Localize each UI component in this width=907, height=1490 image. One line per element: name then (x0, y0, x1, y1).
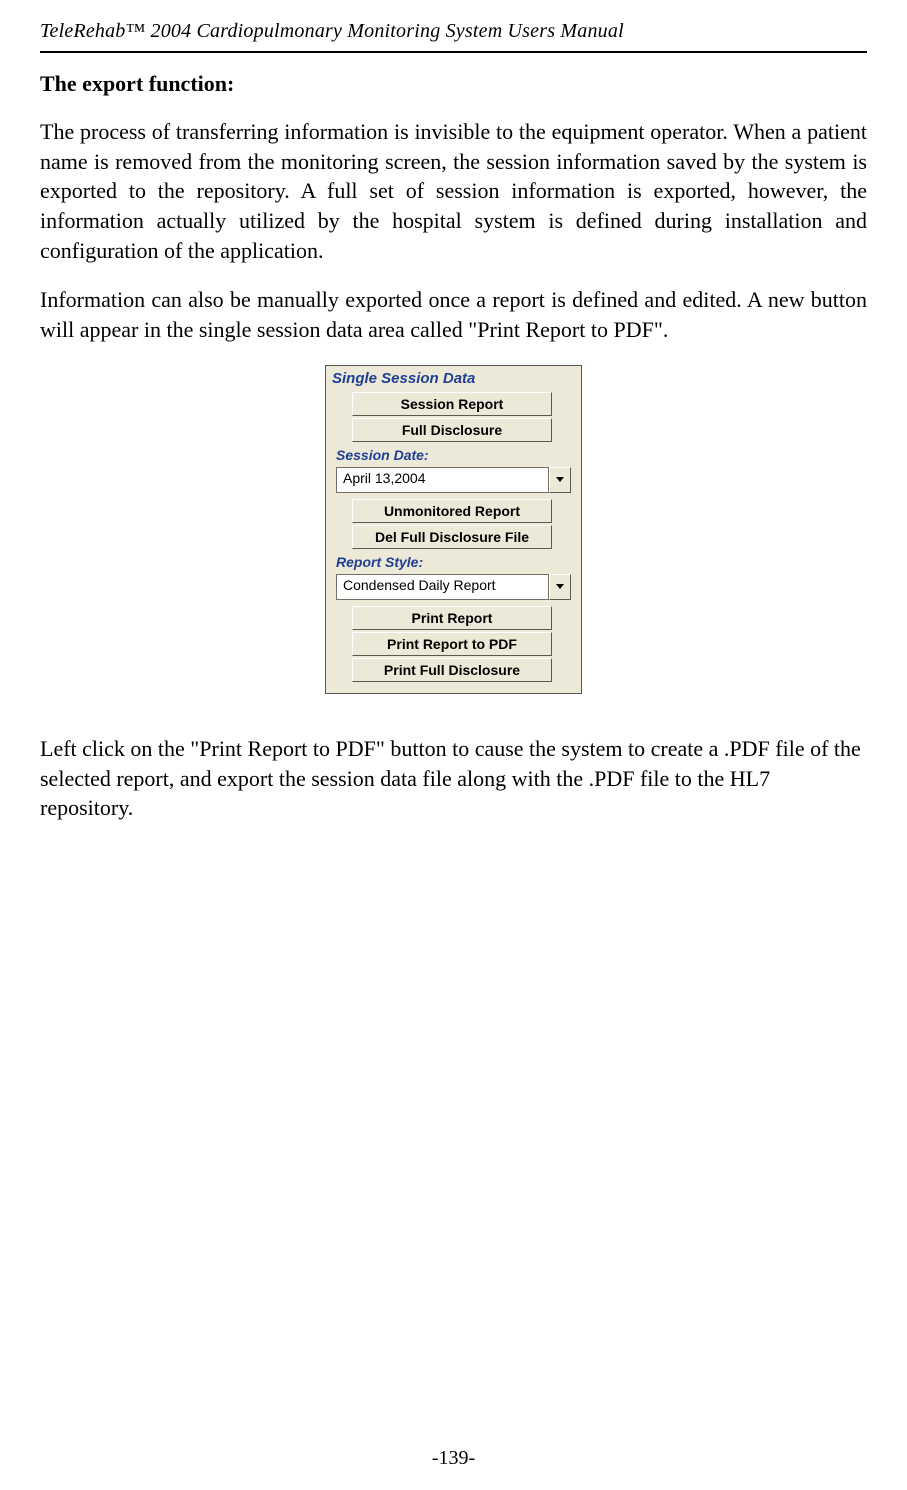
print-report-to-pdf-button[interactable]: Print Report to PDF (352, 632, 552, 656)
report-style-dropdown[interactable]: Condensed Daily Report (336, 574, 571, 600)
paragraph-3: Left click on the "Print Report to PDF" … (40, 734, 867, 823)
report-style-value: Condensed Daily Report (336, 574, 549, 600)
chevron-down-icon (556, 477, 564, 482)
session-date-label: Session Date: (326, 445, 581, 465)
print-full-disclosure-button[interactable]: Print Full Disclosure (352, 658, 552, 682)
del-full-disclosure-button[interactable]: Del Full Disclosure File (352, 525, 552, 549)
divider (40, 51, 867, 53)
button-group-top: Session Report Full Disclosure (352, 392, 569, 442)
button-group-mid: Unmonitored Report Del Full Disclosure F… (352, 499, 569, 549)
report-style-label: Report Style: (326, 552, 581, 572)
chevron-down-icon (556, 584, 564, 589)
document-header: TeleRehab™ 2004 Cardiopulmonary Monitori… (40, 20, 867, 43)
single-session-data-panel: Single Session Data Session Report Full … (325, 365, 582, 694)
session-report-button[interactable]: Session Report (352, 392, 552, 416)
print-report-button[interactable]: Print Report (352, 606, 552, 630)
session-date-value: April 13,2004 (336, 467, 549, 493)
dropdown-button[interactable] (549, 574, 571, 600)
full-disclosure-button[interactable]: Full Disclosure (352, 418, 552, 442)
button-group-bottom: Print Report Print Report to PDF Print F… (352, 606, 569, 682)
dropdown-button[interactable] (549, 467, 571, 493)
page-number: -139- (0, 1447, 907, 1470)
section-heading: The export function: (40, 71, 867, 97)
session-date-dropdown[interactable]: April 13,2004 (336, 467, 571, 493)
panel-title: Single Session Data (326, 366, 581, 389)
paragraph-1: The process of transferring information … (40, 117, 867, 265)
paragraph-2: Information can also be manually exporte… (40, 285, 867, 344)
screenshot-region: Single Session Data Session Report Full … (40, 365, 867, 694)
unmonitored-report-button[interactable]: Unmonitored Report (352, 499, 552, 523)
